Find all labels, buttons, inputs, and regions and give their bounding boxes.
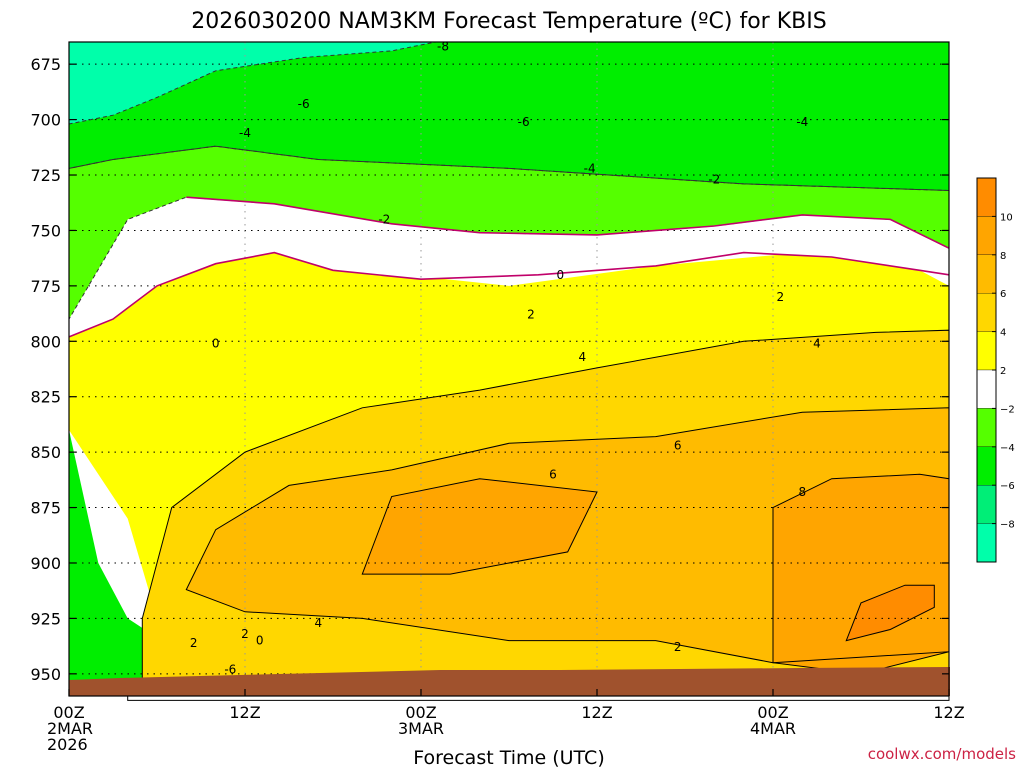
colorbar-band-9 xyxy=(976,523,997,563)
contour-label-0: -8 xyxy=(437,39,449,53)
colorbar-band-1 xyxy=(976,216,997,255)
colorbar: 10 8 6 4 2 −2 −4 −6 −8 xyxy=(976,177,1015,563)
contour-label-7: -2 xyxy=(708,172,720,186)
temperature-fills xyxy=(69,42,950,701)
contour-label-19: 2 xyxy=(241,627,249,641)
y-tick-label-725: 725 xyxy=(30,166,61,185)
x-tick-label-h36-0: 12Z xyxy=(581,703,612,722)
colorbar-label-0: 10 xyxy=(1000,212,1013,223)
y-tick-label-750: 750 xyxy=(30,221,61,240)
zero-contour-upper xyxy=(68,251,950,338)
y-tick-label-675: 675 xyxy=(30,55,61,74)
colorbar-band-0 xyxy=(976,177,997,217)
contour-label-18: 2 xyxy=(190,636,198,650)
colorbar-label-3: 4 xyxy=(1000,328,1006,339)
colorbar-band-2 xyxy=(976,254,997,294)
colorbar-label-5: −2 xyxy=(1000,404,1015,415)
chart-title: 2026030200 NAM3KM Forecast Temperature (… xyxy=(191,9,826,34)
contour-label-11: 2 xyxy=(777,290,785,304)
y-tick-label-825: 825 xyxy=(30,388,61,407)
contour-6 xyxy=(361,478,598,575)
x-tick-label-h48-0: 00Z xyxy=(757,703,788,722)
plot-frame xyxy=(68,41,950,697)
contour-label-3: -4 xyxy=(239,126,251,140)
x-tick-label-h0-1: 2MAR xyxy=(47,719,93,738)
contour-label-21: -6 xyxy=(224,662,236,676)
colorbar-label-6: −4 xyxy=(1000,443,1015,454)
contour-label-12: 4 xyxy=(579,350,587,364)
contour-8 xyxy=(845,584,935,642)
x-tick-label-h0-2: 2026 xyxy=(47,735,88,754)
y-tick-label-775: 775 xyxy=(30,277,61,296)
x-tick-label-h24-0: 00Z xyxy=(405,703,436,722)
y-tick-label-950: 950 xyxy=(30,665,61,684)
contour-label-22: 2 xyxy=(674,640,682,654)
region-7 xyxy=(773,474,949,674)
x-tick-label-h12-0: 12Z xyxy=(229,703,260,722)
colorbar-band-3 xyxy=(976,293,997,332)
y-tick-label-900: 900 xyxy=(30,554,61,573)
y-tick-label-925: 925 xyxy=(30,609,61,628)
contour-label-1: -6 xyxy=(298,97,310,111)
region-8 xyxy=(846,585,935,641)
contour-label-6: -2 xyxy=(378,212,390,226)
terrain-surface xyxy=(69,667,950,696)
contour-label-8: 0 xyxy=(557,268,565,282)
contour-label-5: -4 xyxy=(796,115,808,129)
contour-label-20: 0 xyxy=(256,634,264,648)
colorbar-label-1: 8 xyxy=(1000,251,1006,262)
contour-label-4: -4 xyxy=(584,161,596,175)
contour-2 xyxy=(68,41,436,125)
contour-label-14: 6 xyxy=(674,438,682,452)
zero-contour-lower xyxy=(186,196,950,249)
region-2 xyxy=(69,42,436,124)
x-tick-label-h60-0: 12Z xyxy=(933,703,964,722)
colorbar-label-8: −8 xyxy=(1000,520,1015,531)
contour-label-2: -6 xyxy=(518,115,530,129)
credit-text: coolwx.com/models xyxy=(868,745,1016,763)
contour-lines xyxy=(68,41,950,701)
contour-label-13: 4 xyxy=(813,337,821,351)
colorbar-band-8 xyxy=(976,485,997,524)
x-tick-label-h24-1: 3MAR xyxy=(398,719,444,738)
region-cold-surface xyxy=(69,430,289,696)
contour-label-9: 0 xyxy=(212,337,220,351)
contour-label-15: 6 xyxy=(549,467,557,481)
y-tick-label-700: 700 xyxy=(30,111,61,130)
y-tick-label-850: 850 xyxy=(30,443,61,462)
colorbar-label-4: 2 xyxy=(1000,366,1006,377)
colorbar-band-5 xyxy=(976,369,997,409)
y-tick-label-800: 800 xyxy=(30,332,61,351)
x-tick-label-h0-0: 00Z xyxy=(53,703,84,722)
colorbar-band-7 xyxy=(976,446,997,486)
x-axis-label: Forecast Time (UTC) xyxy=(413,747,604,768)
region-zero-band xyxy=(69,197,949,337)
colorbar-band-6 xyxy=(976,408,997,447)
region-1 xyxy=(69,42,949,191)
colorbar-band-4 xyxy=(976,331,997,371)
contour-label-17: 4 xyxy=(315,616,323,630)
contour-label-10: 2 xyxy=(527,308,535,322)
x-tick-label-h48-1: 4MAR xyxy=(750,719,796,738)
y-tick-label-875: 875 xyxy=(30,499,61,518)
colorbar-label-2: 6 xyxy=(1000,289,1006,300)
colorbar-label-7: −6 xyxy=(1000,481,1015,492)
contour-label-16: 8 xyxy=(799,485,807,499)
